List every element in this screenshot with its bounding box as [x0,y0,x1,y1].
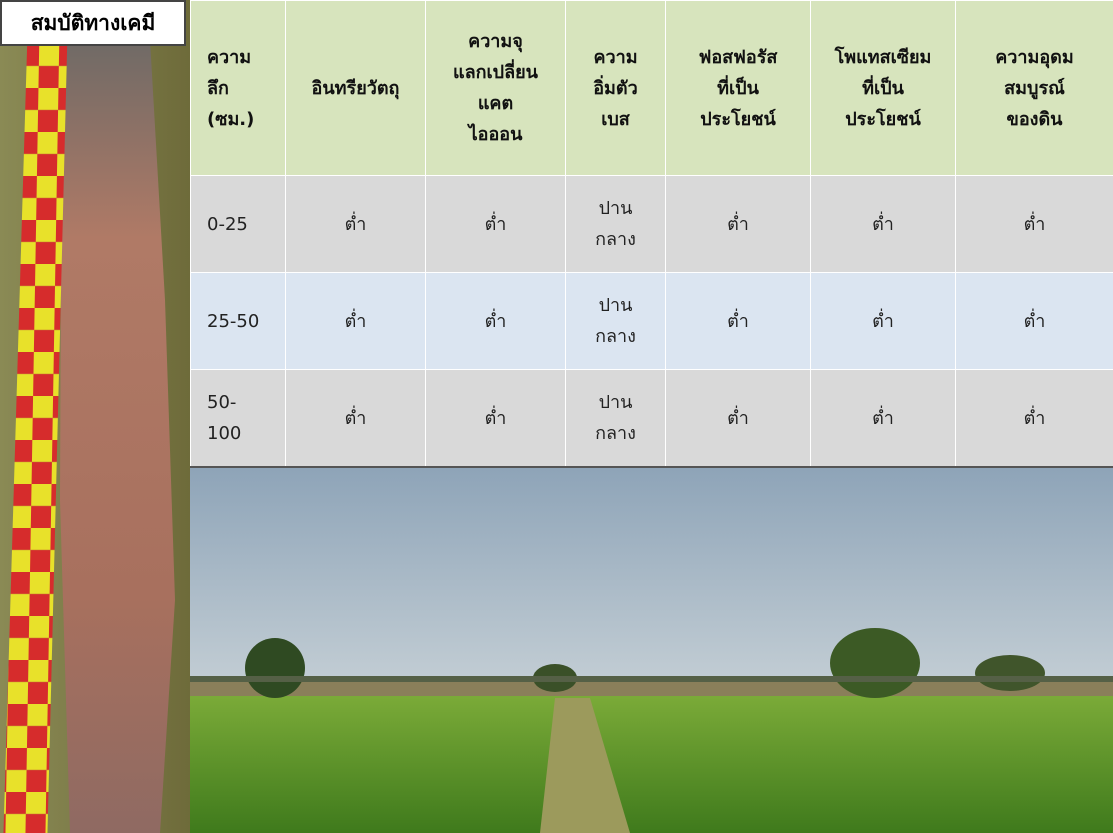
table-cell: ต่ำ [811,273,956,370]
table-cell: ต่ำ [426,370,566,468]
header-cell: ฟอสฟอรัส ที่เป็น ประโยชน์ [666,1,811,176]
table-cell: ปาน กลาง [566,273,666,370]
table-cell: ต่ำ [426,176,566,273]
table-cell: ปาน กลาง [566,370,666,468]
table-cell: ต่ำ [956,370,1113,468]
header-cell: โพแทสเซียม ที่เป็น ประโยชน์ [811,1,956,176]
soil-profile-photo [0,0,190,833]
table-cell: ต่ำ [666,370,811,468]
table-cell: ต่ำ [666,176,811,273]
table-cell: ต่ำ [426,273,566,370]
header-cell: อินทรียวัตถุ [286,1,426,176]
rice-field-photo [190,468,1113,833]
table-cell: ต่ำ [286,370,426,468]
table-cell: ต่ำ [956,273,1113,370]
soil-chemistry-table: ความ ลึก (ซม.)อินทรียวัตถุความจุ แลกเปลี… [190,0,1113,468]
header-cell: ความ ลึก (ซม.) [191,1,286,176]
header-cell: ความจุ แลกเปลี่ยน แคต ไอออน [426,1,566,176]
table-cell: ต่ำ [811,370,956,468]
table-cell: 50- 100 [191,370,286,468]
section-label: สมบัติทางเคมี [0,0,186,46]
header-cell: ความอุดม สมบูรณ์ ของดิน [956,1,1113,176]
table-cell: ปาน กลาง [566,176,666,273]
header-cell: ความ อิ่มตัว เบส [566,1,666,176]
header-row: ความ ลึก (ซม.)อินทรียวัตถุความจุ แลกเปลี… [191,1,1113,176]
table-cell: ต่ำ [666,273,811,370]
table-cell: ต่ำ [811,176,956,273]
table-cell: ต่ำ [286,176,426,273]
table-cell: 25-50 [191,273,286,370]
table-cell: ต่ำ [286,273,426,370]
page: สมบัติทางเคมี ความ ลึก (ซม.)อินทรียวัตถุ… [0,0,1113,833]
table-cell: ต่ำ [956,176,1113,273]
table-cell: 0-25 [191,176,286,273]
